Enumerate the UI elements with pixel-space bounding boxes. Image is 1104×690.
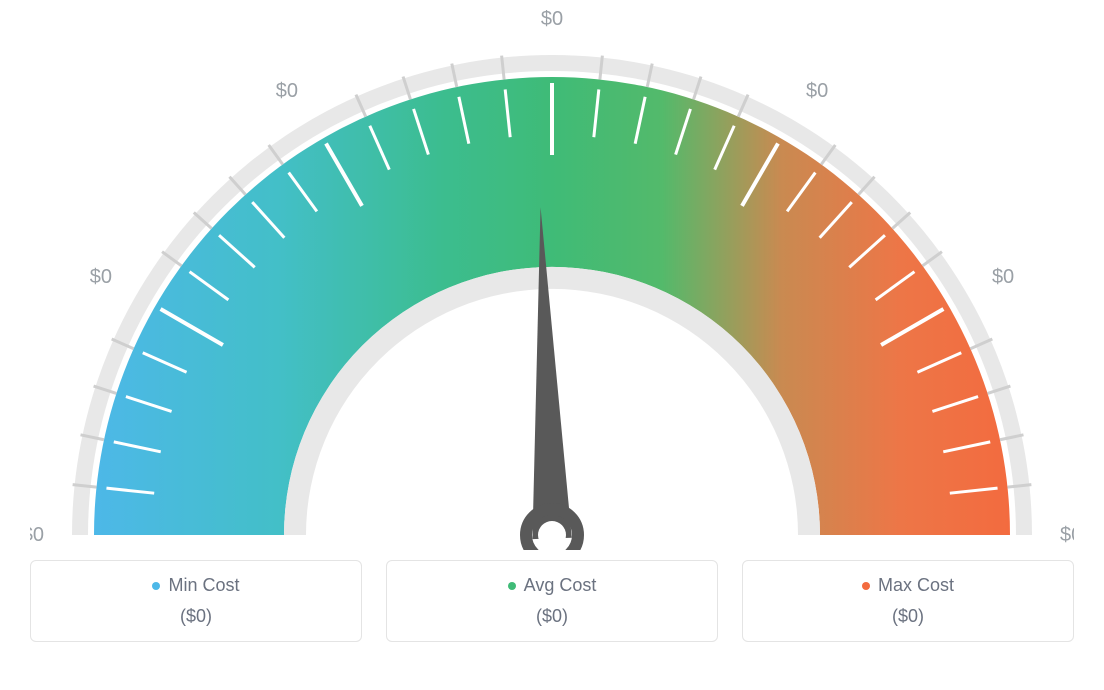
legend-card-avg: Avg Cost ($0) [386,560,718,642]
legend-label-max: Max Cost [862,575,954,596]
svg-text:$0: $0 [90,266,112,288]
svg-text:$0: $0 [992,266,1014,288]
gauge-svg: $0 $0 $0 $0 $0 $0 $0 [30,10,1074,550]
legend-value-max: ($0) [753,606,1063,627]
svg-text:$0: $0 [541,10,563,30]
legend-card-min: Min Cost ($0) [30,560,362,642]
svg-text:$0: $0 [276,80,298,102]
cost-gauge-chart: $0 $0 $0 $0 $0 $0 $0 [30,10,1074,550]
dot-icon [152,582,160,590]
legend-card-max: Max Cost ($0) [742,560,1074,642]
legend-value-avg: ($0) [397,606,707,627]
legend-label-min: Min Cost [152,575,239,596]
legend-value-min: ($0) [41,606,351,627]
legend-label-text: Max Cost [878,575,954,596]
legend-label-text: Avg Cost [524,575,597,596]
svg-text:$0: $0 [1060,524,1074,546]
legend-label-text: Min Cost [168,575,239,596]
svg-text:$0: $0 [30,524,44,546]
dot-icon [862,582,870,590]
dot-icon [508,582,516,590]
legend-row: Min Cost ($0) Avg Cost ($0) Max Cost ($0… [30,560,1074,642]
svg-text:$0: $0 [806,80,828,102]
legend-label-avg: Avg Cost [508,575,597,596]
